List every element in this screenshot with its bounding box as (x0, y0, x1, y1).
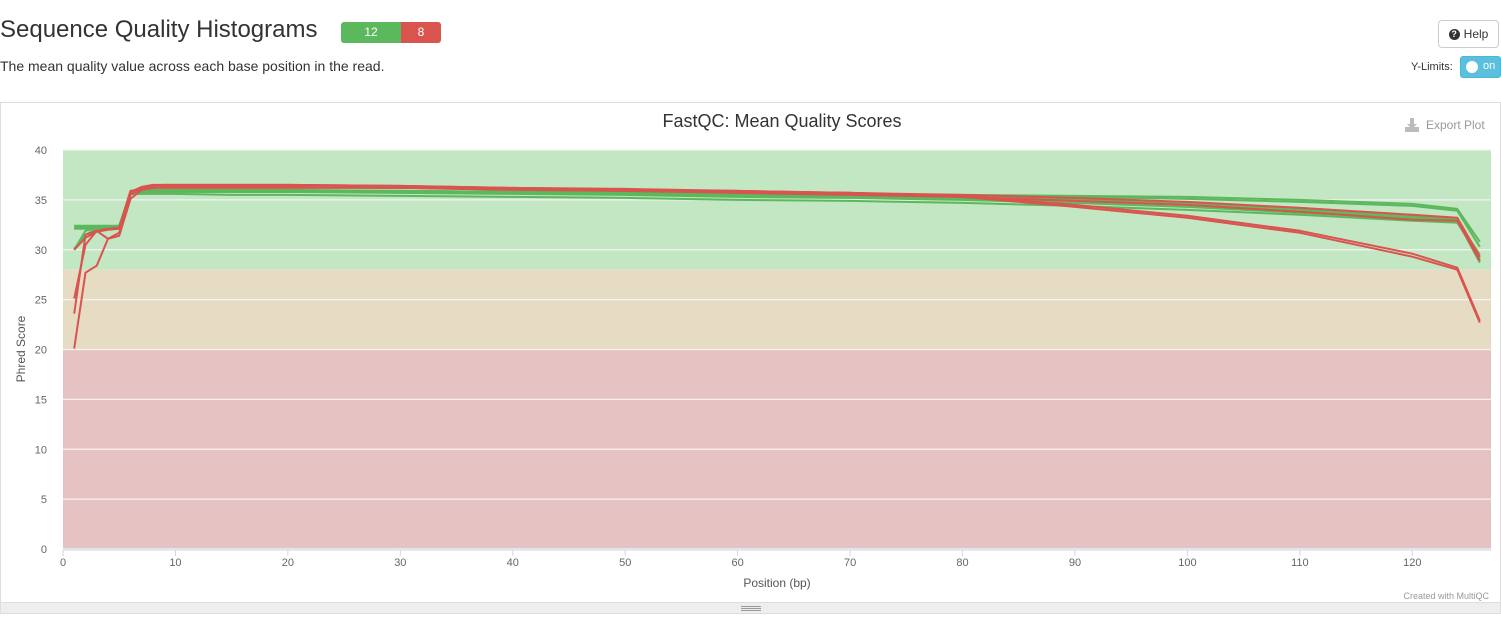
x-tick-label: 100 (1178, 557, 1196, 569)
status-badges: 12 8 (341, 22, 441, 43)
help-button-label: Help (1463, 27, 1489, 41)
series-line (74, 189, 1481, 248)
series-line (73, 186, 1481, 258)
fail-count-badge[interactable]: 8 (401, 22, 441, 43)
y-tick-label: 5 (41, 494, 47, 506)
toggle-knob (1466, 61, 1478, 73)
y-tick-label: 30 (35, 245, 47, 257)
ylimits-toggle[interactable]: on (1460, 56, 1501, 78)
axes: 0 5 10 15 20 25 30 35 40 0 10 20 30 40 50 60 70 80 90 100 11… (35, 145, 1491, 569)
toggle-state-text: on (1483, 60, 1496, 72)
y-tick-label: 0 (41, 544, 47, 556)
pass-count-badge[interactable]: 12 (341, 22, 401, 43)
x-tick-label: 10 (169, 557, 181, 569)
x-tick-label: 80 (956, 557, 968, 569)
series-lines (73, 183, 1481, 349)
y-tick-label: 25 (35, 295, 47, 307)
quality-band (63, 269, 1491, 350)
y-tick-label: 15 (35, 394, 47, 406)
help-button[interactable]: ? Help (1438, 20, 1499, 48)
x-tick-label: 30 (394, 557, 406, 569)
grip-line (741, 608, 761, 609)
export-plot-label: Export Plot (1426, 118, 1485, 132)
grip-line (741, 610, 761, 611)
mean-quality-chart: 0 5 10 15 20 25 30 35 40 0 10 20 30 40 50 60 70 80 90 100 11… (14, 111, 1491, 601)
question-circle-icon: ? (1448, 28, 1460, 40)
y-tick-label: 40 (35, 145, 47, 157)
export-plot-button[interactable]: Export Plot (1404, 117, 1485, 133)
y-tick-label: 35 (35, 195, 47, 207)
download-icon (1405, 118, 1419, 132)
x-tick-label: 0 (60, 557, 66, 569)
y-tick-label: 20 (35, 345, 47, 357)
section-description: The mean quality value across each base … (0, 58, 385, 74)
x-tick-label: 120 (1403, 557, 1421, 569)
x-tick-label: 20 (282, 557, 294, 569)
x-tick-label: 90 (1069, 557, 1081, 569)
y-axis-label: Phred Score (14, 315, 28, 382)
x-tick-label: 40 (507, 557, 519, 569)
chart-title: FastQC: Mean Quality Scores (662, 111, 901, 131)
ylimits-label: Y-Limits: (1411, 61, 1453, 73)
plot-container: 0 5 10 15 20 25 30 35 40 0 10 20 30 40 50 60 70 80 90 100 11… (0, 102, 1501, 614)
x-axis-label: Position (bp) (743, 576, 810, 590)
multiqc-credit: Created with MultiQC (1403, 591, 1489, 601)
y-tick-label: 10 (35, 444, 47, 456)
plot-resize-handle[interactable] (1, 602, 1500, 613)
x-tick-label: 60 (732, 557, 744, 569)
page-title: Sequence Quality Histograms (0, 16, 318, 43)
grip-line (741, 606, 761, 607)
x-tick-label: 70 (844, 557, 856, 569)
x-tick-label: 50 (619, 557, 631, 569)
x-tick-label: 110 (1291, 557, 1309, 569)
